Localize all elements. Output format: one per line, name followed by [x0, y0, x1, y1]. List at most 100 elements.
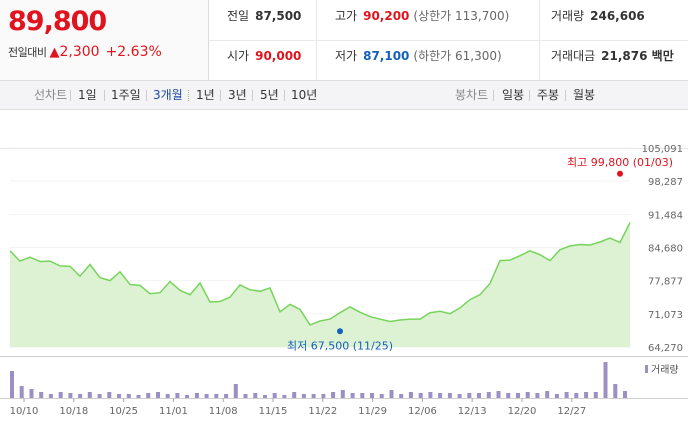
x-tick-label: 12/20: [508, 406, 537, 417]
volume-bar: [224, 394, 229, 398]
x-tick-label: 10/18: [59, 406, 88, 417]
volume-bar: [146, 393, 151, 398]
period-1y-button[interactable]: 1년: [196, 88, 215, 102]
volume-bar: [613, 384, 618, 398]
volume-bar: [214, 394, 219, 398]
volume-bar: [78, 394, 83, 398]
toolbar-divider: [70, 90, 71, 101]
high-value: 90,200: [363, 9, 410, 23]
y-tick-label: 91,484: [648, 210, 683, 221]
volume-bar: [87, 392, 92, 398]
volume-bar: [194, 393, 199, 398]
toolbar-divider: [565, 90, 566, 101]
period-10y-button[interactable]: 10년: [291, 88, 318, 102]
volume-bar: [379, 394, 384, 398]
volume-bar: [272, 393, 277, 398]
low-annotation: 최저 67,500 (11/25): [287, 339, 393, 352]
volume-bar: [117, 394, 121, 398]
volume-bar: [350, 393, 355, 398]
volume-bar: [253, 393, 258, 398]
volume-bar: [165, 394, 170, 398]
high-annotation: 최고 99,800 (01/03): [567, 156, 673, 169]
volume-bar: [457, 394, 462, 398]
y-tick-label: 84,680: [648, 244, 683, 255]
y-tick-label: 71,073: [648, 310, 683, 321]
toolbar-divider: [146, 90, 147, 101]
stats-row: 시가 90,000 저가 87,100 (하한가 61,300) 거래대금 21,876…: [209, 40, 688, 80]
period-5y-button[interactable]: 5년: [260, 88, 279, 102]
high-label: 고가: [335, 9, 358, 23]
toolbar-divider: [529, 90, 530, 101]
y-tick-label: 105,091: [642, 144, 683, 155]
prev-close-stat: 전일 87,500: [227, 0, 301, 40]
volume-bar: [370, 393, 374, 398]
candle-daily-button[interactable]: 일봉: [502, 88, 525, 102]
candle-weekly-button[interactable]: 주봉: [537, 88, 560, 102]
volume-bar: [263, 395, 267, 398]
volume-bar: [321, 394, 326, 398]
x-tick-label: 10/25: [109, 406, 138, 417]
candle-monthly-button[interactable]: 월봉: [573, 88, 596, 102]
volume-bar: [292, 392, 297, 398]
volume-bar: [331, 392, 336, 398]
price-summary: 89,800 전일대비 ▲2,300 +2.63%: [0, 0, 209, 80]
volume-bar: [29, 389, 34, 398]
toolbar-divider: [104, 90, 105, 101]
high-marker: [617, 170, 623, 177]
volume-bar: [603, 362, 608, 398]
volume-bar: [233, 384, 238, 398]
volume-bar: [340, 390, 345, 398]
volume-bar: [467, 393, 472, 398]
volume-label: 거래량: [551, 9, 585, 23]
volume-bar: [564, 392, 569, 398]
x-tick-label: 12/13: [458, 406, 487, 417]
stats-row: 전일 87,500 고가 90,200 (상한가 113,700) 거래량 246,60…: [209, 0, 688, 41]
toolbar-divider: [252, 90, 253, 101]
volume-bar: [301, 394, 306, 398]
low-label: 저가: [335, 49, 358, 63]
toolbar-divider: [284, 90, 285, 101]
volume-bar: [545, 391, 550, 398]
volume-bar: [126, 394, 131, 398]
y-tick-label: 98,287: [648, 177, 683, 188]
period-1w-button[interactable]: 1주일: [111, 88, 141, 102]
volume-bar: [68, 393, 73, 398]
volume-bar: [486, 392, 491, 398]
volume-bar: [204, 394, 209, 398]
volume-bar: [584, 392, 589, 398]
period-3m-button[interactable]: 3개월: [153, 88, 183, 102]
high-stat: 고가 90,200 (상한가 113,700): [335, 0, 509, 40]
volume-bar: [282, 395, 287, 398]
volume-bar: [19, 386, 24, 398]
volume-bar: [48, 394, 53, 398]
volume-bar: [447, 393, 452, 398]
price-area: [10, 222, 630, 347]
prev-close-value: 87,500: [255, 9, 302, 23]
chart-toolbar: 선차트 1일 1주일 3개월 1년 3년 5년 10년 봉차트 일봉 주봉 월봉: [0, 81, 688, 110]
quote-header: 89,800 전일대비 ▲2,300 +2.63% 전일 87,500 고가 90,20…: [0, 0, 688, 81]
volume-bar: [311, 394, 316, 398]
price-change: 전일대비 ▲2,300 +2.63%: [8, 44, 162, 60]
period-3y-button[interactable]: 3년: [228, 88, 247, 102]
volume-bar: [175, 393, 180, 398]
open-stat: 시가 90,000: [227, 40, 301, 80]
volume-bar: [554, 394, 559, 398]
volume-bar: [156, 392, 160, 398]
volume-value: 246,606: [590, 9, 645, 23]
volume-bar: [623, 391, 627, 398]
volume-bar: [39, 392, 44, 398]
volume-top-border: [0, 356, 688, 357]
open-label: 시가: [227, 49, 250, 63]
volume-bar: [574, 393, 579, 398]
x-tick-label: 11/01: [159, 406, 188, 417]
volume-bar: [496, 391, 501, 398]
current-price: 89,800: [8, 6, 107, 37]
amount-label: 거래대금: [551, 49, 596, 63]
volume-bar: [477, 393, 481, 398]
volume-bar: [438, 393, 443, 398]
volume-bar: [389, 390, 394, 398]
period-1d-button[interactable]: 1일: [78, 88, 97, 102]
low-value: 87,100: [363, 49, 410, 63]
line-chart-label: 선차트: [34, 88, 68, 102]
